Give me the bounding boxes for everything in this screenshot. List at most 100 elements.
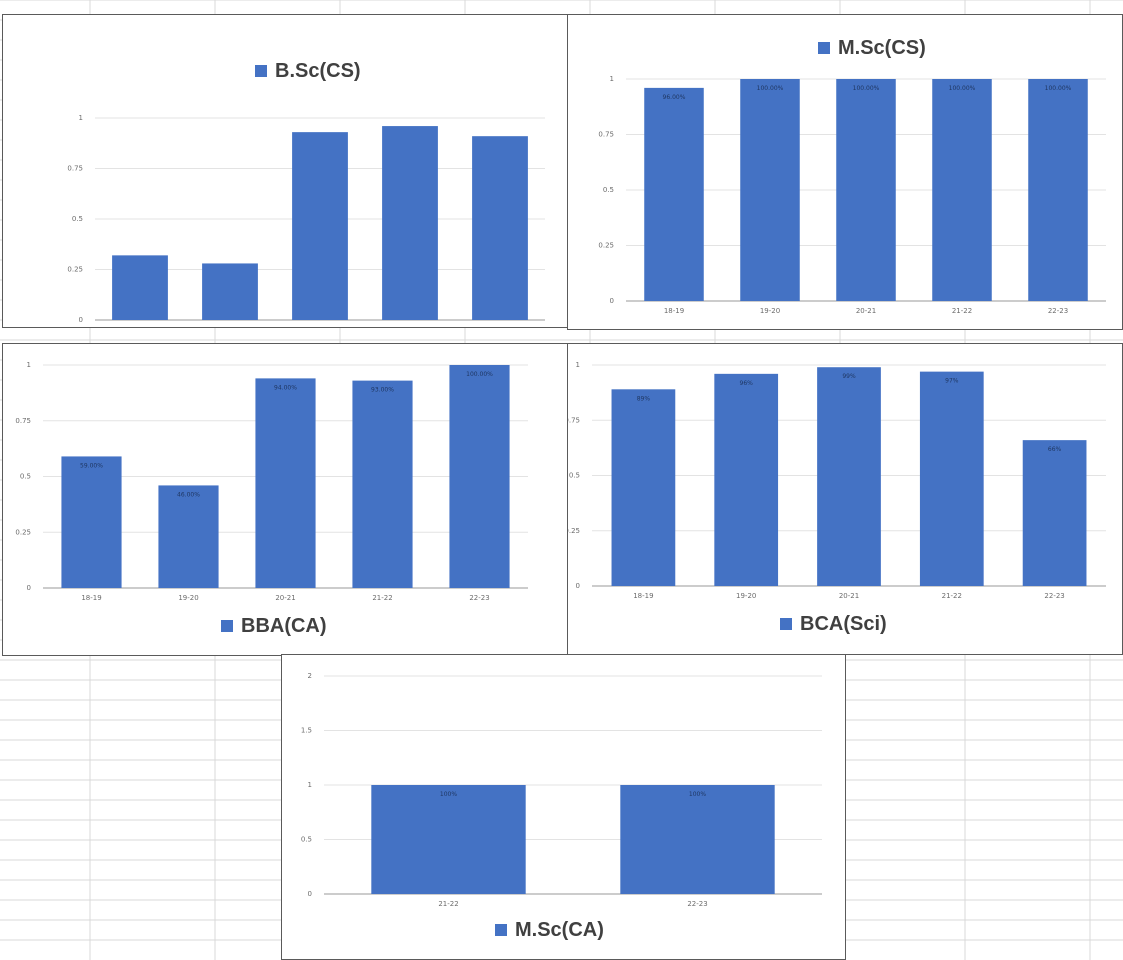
- bar-data-label: 100.00%: [757, 85, 784, 92]
- y-tick-label: 1: [27, 361, 31, 369]
- bar: [1028, 79, 1088, 301]
- x-tick-label: 18-19: [81, 594, 101, 602]
- x-tick-label: 22-23: [1044, 592, 1064, 600]
- bar-data-label: 100.00%: [853, 85, 880, 92]
- y-tick-label: 1: [610, 75, 614, 83]
- y-tick-label: 1.5: [301, 727, 312, 735]
- bar: [61, 456, 122, 588]
- y-tick-label: 0: [610, 297, 614, 305]
- y-tick-label: 0: [308, 890, 312, 898]
- y-tick-label: 0.75: [15, 417, 31, 425]
- bar-data-label: 99%: [842, 373, 856, 380]
- bar-data-label: 100%: [440, 791, 457, 798]
- y-tick-label: 0: [576, 582, 580, 590]
- x-tick-label: 22-23: [1048, 307, 1068, 315]
- x-tick-label: 19-20: [736, 592, 756, 600]
- x-tick-label: 18-19: [664, 307, 684, 315]
- bar: [292, 132, 348, 320]
- y-tick-label: 0: [79, 316, 83, 324]
- chart-bca-sci[interactable]: 0 0.25 0.5 0.75 1 89% 18-19 96% 19-20 99% 20-21 97%…: [567, 343, 1123, 655]
- chart-bba-ca[interactable]: 0 0.25 0.5 0.75 1 59.00% 18-19 46.00% 19-20 94.00…: [2, 343, 568, 656]
- y-tick-label: 0.5: [603, 186, 614, 194]
- bar: [740, 79, 800, 301]
- legend-label: B.Sc(CS): [275, 60, 361, 82]
- y-tick-label: 0.5: [301, 836, 312, 844]
- bar: [1022, 440, 1087, 586]
- bar: [255, 378, 316, 588]
- y-tick-label: 0.75: [67, 165, 83, 173]
- bar-data-label: 46.00%: [177, 491, 200, 498]
- legend-label: BBA(CA): [241, 615, 327, 637]
- y-tick-label: 0.25: [15, 528, 31, 536]
- chart-svg: 0 0.25 0.5 0.75 1 89% 18-19 96% 19-20 99% 20-21 97%…: [568, 361, 1106, 635]
- x-tick-label: 19-20: [760, 307, 780, 315]
- bar: [919, 371, 984, 586]
- y-tick-label: 1: [79, 114, 83, 122]
- x-tick-label: 20-21: [839, 592, 859, 600]
- bar-data-label: 97%: [945, 378, 959, 385]
- x-tick-label: 18-19: [633, 592, 653, 600]
- bar-data-label: 100.00%: [949, 85, 976, 92]
- legend-swatch: [495, 924, 507, 936]
- legend-label: M.Sc(CS): [838, 37, 926, 59]
- x-tick-label: 22-23: [490, 326, 510, 327]
- x-tick-label: 20-21: [275, 594, 295, 602]
- chart-svg: 0 0.5 1 1.5 2 100% 21-22 100% 22-23 M.Sc(CA): [301, 672, 822, 941]
- chart-svg: 0 0.25 0.5 0.75 1 96.00% 18-19 100.00% 19-20 100.…: [598, 37, 1106, 315]
- legend-label: M.Sc(CA): [515, 919, 604, 941]
- bar: [472, 136, 528, 320]
- y-tick-label: 0.75: [568, 416, 580, 424]
- bar: [371, 785, 526, 894]
- y-tick-label: 1: [576, 361, 580, 369]
- y-tick-label: 0.5: [569, 472, 580, 480]
- bar: [620, 785, 775, 894]
- bar-data-label: 66%: [1048, 446, 1062, 453]
- bar: [817, 367, 881, 586]
- x-tick-label: 20-21: [310, 326, 330, 327]
- bar: [644, 87, 704, 301]
- bar: [714, 373, 779, 586]
- bar-data-label: 100.00%: [466, 371, 493, 378]
- bar: [112, 255, 168, 320]
- bar-data-label: 100%: [689, 791, 706, 798]
- bar: [202, 263, 258, 320]
- bar: [382, 126, 438, 320]
- bar-data-label: 59.00%: [80, 462, 103, 469]
- x-tick-label: 20-21: [856, 307, 876, 315]
- x-tick-label: 22-23: [687, 900, 707, 908]
- x-tick-label: 21-22: [438, 900, 458, 908]
- chart-msc-cs[interactable]: 0 0.25 0.5 0.75 1 96.00% 18-19 100.00% 19-20 100.…: [567, 14, 1123, 330]
- x-tick-label: 21-22: [400, 326, 420, 327]
- chart-msc-ca[interactable]: 0 0.5 1 1.5 2 100% 21-22 100% 22-23 M.Sc(CA): [281, 654, 846, 960]
- x-tick-label: 22-23: [469, 594, 489, 602]
- x-tick-label: 21-22: [952, 307, 972, 315]
- bar-data-label: 94.00%: [274, 384, 297, 391]
- y-tick-label: 0.25: [568, 527, 580, 535]
- y-tick-label: 0.25: [598, 242, 614, 250]
- y-tick-label: 0.25: [67, 266, 83, 274]
- legend-swatch: [780, 618, 792, 630]
- x-tick-label: 19-20: [220, 326, 240, 327]
- x-tick-label: 21-22: [942, 592, 962, 600]
- y-tick-label: 1: [308, 781, 312, 789]
- y-tick-label: 0.5: [20, 473, 31, 481]
- x-tick-label: 19-20: [178, 594, 198, 602]
- y-tick-label: 0.5: [72, 215, 83, 223]
- legend-swatch: [221, 620, 233, 632]
- bar: [932, 79, 992, 301]
- x-tick-label: 18-19: [130, 326, 150, 327]
- legend-label: BCA(Sci): [800, 613, 887, 635]
- bar: [611, 389, 676, 586]
- chart-svg: 0 0.25 0.5 0.75 1 18-19 19-20 20-21 21-22 22-23 B.…: [67, 60, 545, 327]
- bar-data-label: 93.00%: [371, 387, 394, 394]
- y-tick-label: 0.75: [598, 131, 614, 139]
- bar: [449, 365, 510, 588]
- bar: [836, 79, 896, 301]
- x-tick-label: 21-22: [372, 594, 392, 602]
- bar: [352, 380, 413, 588]
- legend-swatch: [818, 42, 830, 54]
- chart-bsc-cs[interactable]: 0 0.25 0.5 0.75 1 18-19 19-20 20-21 21-22 22-23 B.…: [2, 14, 568, 328]
- chart-svg: 0 0.25 0.5 0.75 1 59.00% 18-19 46.00% 19-20 94.00…: [15, 361, 528, 637]
- y-tick-label: 0: [27, 584, 31, 592]
- bar-data-label: 100.00%: [1045, 85, 1072, 92]
